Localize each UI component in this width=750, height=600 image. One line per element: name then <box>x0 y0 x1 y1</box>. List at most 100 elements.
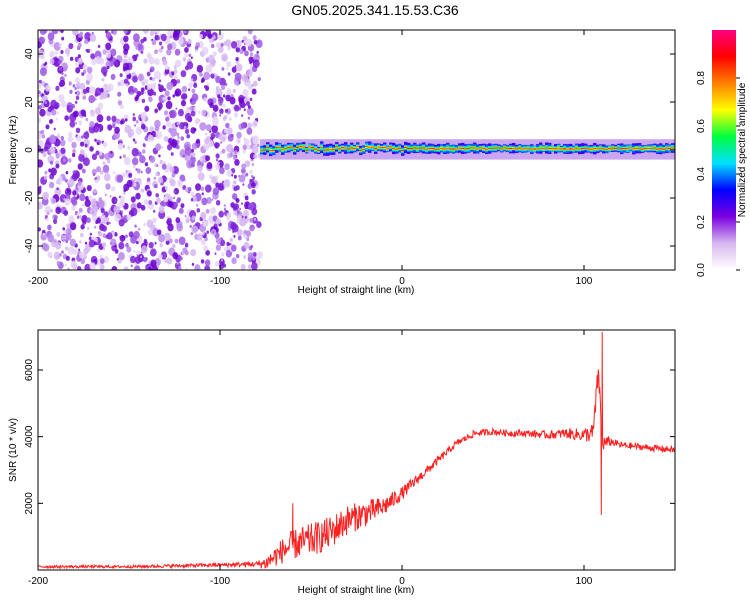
heatmap-cell <box>75 90 81 96</box>
heatmap-cell <box>554 148 558 150</box>
heatmap-cell <box>443 148 447 150</box>
heatmap-cell <box>551 148 555 150</box>
snr-series-line <box>38 331 675 570</box>
heatmap-cell <box>133 265 141 270</box>
heatmap-cell <box>190 56 193 59</box>
heatmap-cell <box>204 259 211 267</box>
heatmap-cell <box>190 248 197 257</box>
heatmap-cell <box>201 239 206 246</box>
heatmap-cell <box>569 148 573 150</box>
heatmap-cell <box>39 36 45 44</box>
heatmap-cell <box>114 199 117 202</box>
heatmap-cell <box>272 150 276 152</box>
heatmap-cell <box>626 148 630 150</box>
heatmap-cell <box>205 249 210 256</box>
heatmap-cell <box>153 209 156 213</box>
heatmap-cell <box>209 207 217 215</box>
heatmap-cell <box>249 97 253 102</box>
heatmap-cell <box>166 120 172 128</box>
heatmap-cell <box>308 146 312 148</box>
heatmap-cell <box>119 79 126 87</box>
heatmap-cell <box>51 109 57 116</box>
heatmap-cell <box>182 57 187 62</box>
heatmap-cell <box>177 135 180 139</box>
heatmap-cell <box>223 208 227 211</box>
heatmap-cell <box>209 102 214 109</box>
heatmap-cell <box>176 132 180 137</box>
heatmap-cell <box>44 100 47 105</box>
heatmap-cell <box>211 198 214 201</box>
heatmap-cell <box>41 134 46 139</box>
heatmap-cell <box>146 83 152 90</box>
heatmap-cell <box>123 48 129 55</box>
heatmap-cell <box>225 249 233 258</box>
heatmap-cell <box>171 172 176 178</box>
snr-y-tick-label: 6000 <box>24 358 35 381</box>
heatmap-cell <box>43 145 49 152</box>
heatmap-cell <box>629 147 633 149</box>
heatmap-cell <box>217 161 220 165</box>
heatmap-cell <box>256 41 260 44</box>
heatmap-cell <box>244 195 249 201</box>
heatmap-cell <box>54 51 58 55</box>
heatmap-cell <box>39 108 46 117</box>
heatmap-cell <box>202 220 208 227</box>
heatmap-cell <box>90 201 97 209</box>
heatmap-cell <box>249 178 252 182</box>
heatmap-cell <box>222 56 227 62</box>
heatmap-cell <box>99 263 105 270</box>
heatmap-cell <box>75 62 78 66</box>
heatmap-cell <box>232 88 236 94</box>
heatmap-cell <box>96 142 100 145</box>
heatmap-cell <box>194 45 199 50</box>
heatmap-cell <box>144 105 150 112</box>
heatmap-cell <box>38 227 41 232</box>
heatmap-cell <box>178 265 182 270</box>
heatmap-cell <box>99 258 105 264</box>
snr-x-label: Height of straight line (km) <box>298 585 415 596</box>
heatmap-cell <box>251 88 257 95</box>
heatmap-cell <box>119 155 122 159</box>
heatmap-cell <box>602 148 606 150</box>
heatmap-cell <box>149 66 155 73</box>
heatmap-cell <box>251 207 258 216</box>
heatmap-cell <box>135 120 139 124</box>
heatmap-cell <box>148 266 152 270</box>
heatmap-cell <box>162 96 166 101</box>
heatmap-cell <box>410 148 414 150</box>
heatmap-cell <box>128 132 133 138</box>
heatmap-cell <box>48 168 52 173</box>
heatmap-cell <box>581 148 585 150</box>
heatmap-cell <box>253 252 257 257</box>
heatmap-cell <box>95 56 102 65</box>
heatmap-cell <box>119 234 126 242</box>
heatmap-cell <box>165 116 170 122</box>
heatmap-cell <box>243 138 250 146</box>
heatmap-cell <box>164 254 167 258</box>
heatmap-cell <box>89 146 94 152</box>
heatmap-cell <box>125 83 129 87</box>
heatmap-cell <box>152 228 160 237</box>
heatmap-cell <box>44 205 52 214</box>
heatmap-cell <box>89 262 96 270</box>
heatmap-cell <box>64 198 71 206</box>
heatmap-cell <box>134 140 137 144</box>
heatmap-cell <box>635 147 639 149</box>
heatmap-cell <box>174 88 182 97</box>
heatmap-cell <box>95 150 100 156</box>
heatmap-cell <box>241 73 249 83</box>
heatmap-cell <box>368 146 372 148</box>
heatmap-cell <box>88 239 96 248</box>
heatmap-cell <box>206 197 212 204</box>
heatmap-cell <box>38 186 42 192</box>
heatmap-cell <box>49 58 55 65</box>
heatmap-cell <box>38 105 42 110</box>
heatmap-cell <box>173 187 180 195</box>
heatmap-cell <box>137 151 142 157</box>
heatmap-cell <box>211 124 218 134</box>
heatmap-cell <box>133 182 137 187</box>
heatmap-cell <box>123 78 129 85</box>
heatmap-cell <box>206 82 210 86</box>
heatmap-cell <box>56 260 61 266</box>
heatmap-cell <box>244 215 248 219</box>
